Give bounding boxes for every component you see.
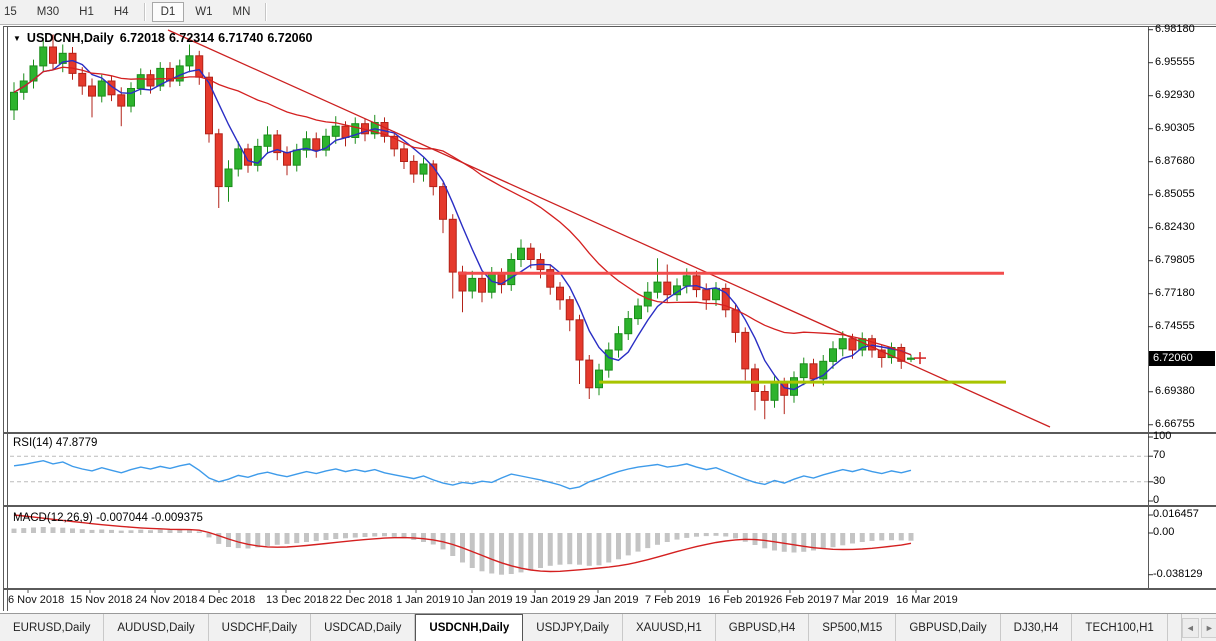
tab-gbpusd-h4[interactable]: GBPUSD,H4: [716, 614, 810, 641]
tab-scroll-left-icon[interactable]: ◄: [1181, 617, 1199, 638]
date-axis-label: 22 Dec 2018: [330, 594, 393, 606]
price-axis-label: 6.92930: [1155, 88, 1195, 101]
price-axis-label: 6.82430: [1155, 220, 1195, 233]
date-axis-label: 4 Dec 2018: [199, 594, 256, 606]
price-axis-label: 6.69380: [1155, 384, 1195, 397]
macd-axis-label: -0.038129: [1153, 567, 1203, 580]
price-axis-label: 6.79805: [1155, 253, 1195, 266]
date-axis-label: 19 Jan 2019: [515, 594, 576, 606]
timeframe-toolbar: 15 M30 H1 H4 D1 W1 MN: [0, 0, 1216, 25]
chart-left-border: [7, 26, 8, 611]
tab-sp500-m15[interactable]: SP500,M15: [809, 614, 897, 641]
tab-dj30-h4[interactable]: DJ30,H4: [1001, 614, 1073, 641]
timeframe-button-w1[interactable]: W1: [195, 6, 213, 18]
current-price-tag: 6.72060: [1149, 350, 1215, 366]
timeframe-button-15[interactable]: 15: [4, 6, 17, 18]
symbol-period-label: USDCNH,Daily: [26, 31, 114, 45]
tab-usdchf-daily[interactable]: USDCHF,Daily: [209, 614, 312, 641]
tab-gbpusd-daily[interactable]: GBPUSD,Daily: [896, 614, 1001, 641]
price-axis-label: 6.90305: [1155, 121, 1195, 134]
toolbar-separator: [143, 3, 146, 21]
ohlc-open: 6.72018: [119, 31, 165, 45]
tab-audusd-daily[interactable]: AUDUSD,Daily: [104, 614, 209, 641]
price-axis-label: 6.98180: [1155, 22, 1195, 35]
date-axis-label: 6 Nov 2018: [8, 594, 65, 606]
window-left-border: [3, 26, 4, 611]
tab-xauusd-h1[interactable]: XAUUSD,H1: [623, 614, 716, 641]
rsi-axis-label: 0: [1153, 494, 1160, 506]
ohlc-low: 6.71740: [218, 31, 264, 45]
chart-top-border: [3, 26, 1216, 27]
rsi-label: RSI(14) 47.8779: [13, 437, 98, 449]
rsi-panel-separator[interactable]: [3, 432, 1216, 434]
date-axis-label: 26 Feb 2019: [770, 594, 832, 606]
macd-histogram: [11, 527, 914, 575]
macd-axis-label: 0.00: [1153, 526, 1175, 538]
date-axis-label: 24 Nov 2018: [135, 594, 198, 606]
price-axis-separator: [1148, 26, 1149, 590]
tab-usdcad-daily[interactable]: USDCAD,Daily: [311, 614, 416, 641]
tab-scroll-controls: ◄ ►: [1181, 614, 1216, 641]
toolbar-separator: [265, 3, 268, 21]
timeframe-button-mn[interactable]: MN: [232, 6, 251, 18]
date-axis-separator: [3, 588, 1216, 590]
rsi-axis-label: 30: [1153, 474, 1166, 487]
tab-scroll-right-icon[interactable]: ►: [1200, 617, 1216, 638]
date-axis-label: 7 Feb 2019: [645, 594, 701, 606]
macd-label: MACD(12,26,9) -0.007044 -0.009375: [13, 512, 203, 524]
timeframe-button-h4[interactable]: H4: [113, 6, 129, 18]
tab-eurusd-daily[interactable]: EURUSD,Daily: [0, 614, 105, 641]
date-axis-label: 10 Jan 2019: [452, 594, 513, 606]
tab-usdcnh-daily[interactable]: USDCNH,Daily: [415, 614, 524, 641]
tab-tech100-h1[interactable]: TECH100,H1: [1072, 614, 1168, 641]
price-axis-label: 6.77180: [1155, 286, 1195, 299]
price-axis-label: 6.87680: [1155, 154, 1195, 167]
chart-title: ▼ USDCNH,Daily 6.72018 6.72314 6.71740 6…: [13, 31, 313, 45]
timeframe-button-m30[interactable]: M30: [36, 6, 60, 18]
date-axis-label: 16 Mar 2019: [896, 594, 958, 606]
descending-trendline[interactable]: [167, 29, 1051, 428]
price-axis-label: 6.95555: [1155, 55, 1195, 68]
price-axis-label: 6.85055: [1155, 187, 1195, 200]
ma-fast-line: [13, 59, 912, 391]
price-axis-label: 6.74555: [1155, 319, 1195, 332]
timeframe-button-d1[interactable]: D1: [151, 2, 185, 22]
tab-usdjpy-daily[interactable]: USDJPY,Daily: [523, 614, 623, 641]
rsi-line: [13, 459, 912, 490]
date-axis-label: 29 Jan 2019: [578, 594, 639, 606]
date-axis-label: 13 Dec 2018: [266, 594, 329, 606]
date-axis-label: 1 Jan 2019: [396, 594, 451, 606]
date-axis-label: 7 Mar 2019: [833, 594, 889, 606]
rsi-axis-label: 70: [1153, 449, 1166, 462]
price-axis-label: 6.66755: [1155, 417, 1195, 430]
macd-axis-label: 0.016457: [1153, 507, 1199, 520]
chart-tab-bar: EURUSD,Daily AUDUSD,Daily USDCHF,Daily USDC…: [0, 613, 1216, 641]
ohlc-close: 6.72060: [267, 31, 313, 45]
last-price-marker-icon: [914, 352, 926, 365]
timeframe-button-h1[interactable]: H1: [79, 6, 94, 18]
macd-signal-line: [13, 514, 912, 573]
date-axis-label: 15 Nov 2018: [70, 594, 133, 606]
date-axis-label: 16 Feb 2019: [708, 594, 770, 606]
macd-panel-separator[interactable]: [3, 505, 1216, 507]
rsi-axis-label: 100: [1153, 430, 1172, 442]
symbol-dropdown-icon[interactable]: ▼: [13, 33, 21, 43]
tab-ui[interactable]: UI: [1168, 614, 1182, 641]
ohlc-high: 6.72314: [168, 31, 215, 45]
